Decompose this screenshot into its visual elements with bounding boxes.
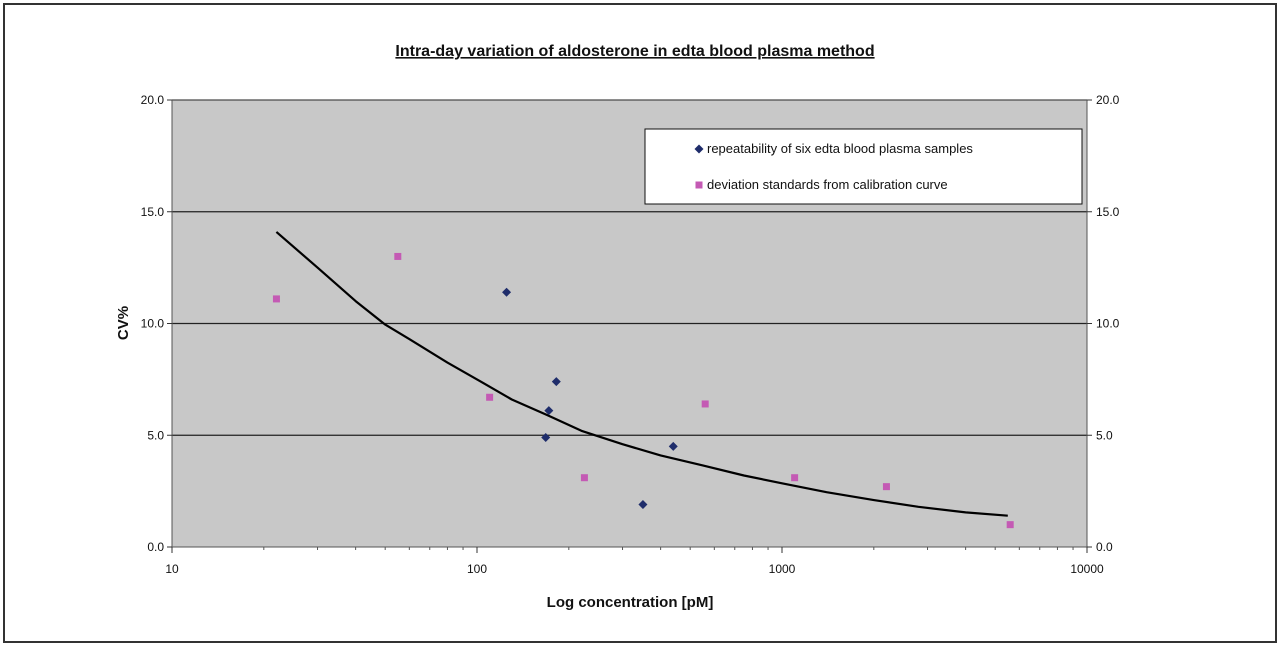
y-tick-label: 10.0 (141, 317, 165, 331)
y-tick-label: 5.0 (147, 428, 164, 442)
data-point-repeatability (544, 406, 554, 416)
y2-tick-label: 20.0 (1096, 93, 1120, 107)
data-point-deviation (882, 483, 890, 491)
y2-tick-label: 15.0 (1096, 205, 1120, 219)
y-tick-label: 15.0 (141, 205, 165, 219)
data-point-repeatability (638, 500, 648, 510)
legend-box (644, 128, 1083, 205)
y2-tick-label: 5.0 (1096, 428, 1113, 442)
data-point-repeatability (551, 377, 561, 387)
data-point-repeatability (668, 441, 678, 451)
data-point-repeatability (541, 432, 551, 442)
y-axis-label: CV% (115, 306, 132, 340)
x-tick-label: 10000 (1070, 562, 1104, 576)
legend-marker-deviation (695, 181, 703, 189)
x-tick-label: 100 (467, 562, 487, 576)
trendline (275, 231, 1008, 517)
data-point-repeatability (502, 287, 512, 297)
data-point-deviation (272, 295, 280, 303)
y-tick-label: 0.0 (147, 540, 164, 554)
data-point-deviation (791, 474, 799, 482)
x-tick-label: 1000 (769, 562, 796, 576)
legend: repeatability of six edta blood plasma s… (644, 128, 1083, 205)
data-point-deviation (701, 400, 709, 408)
y2-tick-label: 0.0 (1096, 540, 1113, 554)
y-tick-label: 20.0 (141, 93, 165, 107)
legend-marker-repeatability (694, 144, 704, 154)
chart-title: Intra-day variation of aldosterone in ed… (395, 43, 874, 60)
x-axis-label: Log concentration [pM] (547, 594, 714, 611)
legend-entry-deviation: deviation standards from calibration cur… (707, 177, 948, 192)
x-tick-label: 10 (165, 562, 179, 576)
data-point-deviation (394, 252, 402, 260)
legend-entry-repeatability: repeatability of six edta blood plasma s… (707, 141, 973, 156)
data-point-deviation (580, 474, 588, 482)
data-point-deviation (1006, 521, 1014, 529)
y2-tick-label: 10.0 (1096, 317, 1120, 331)
data-point-deviation (486, 393, 494, 401)
